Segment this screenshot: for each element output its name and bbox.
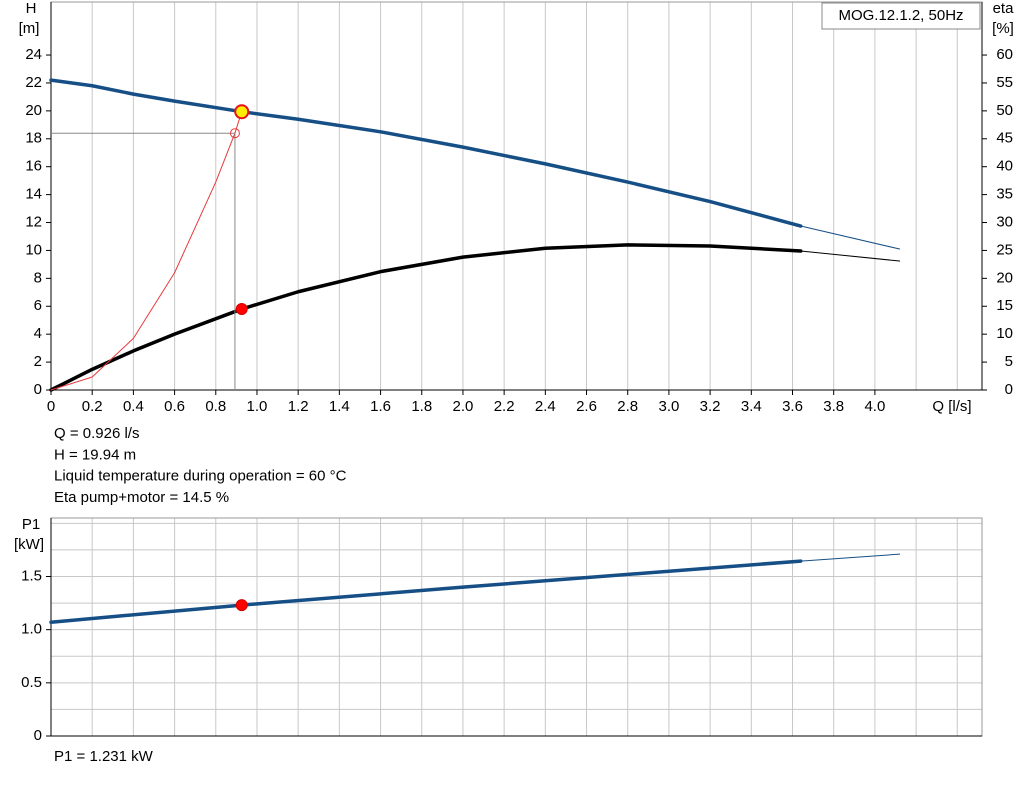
x-tick-label: 3.0: [658, 398, 679, 415]
x-tick-label: 1.0: [247, 398, 268, 415]
y-tick-label: 2: [34, 353, 42, 370]
plot-area: [51, 518, 982, 736]
y-tick-label: 14: [25, 186, 42, 203]
marker: [235, 599, 248, 612]
y-tick-label: 0: [34, 727, 42, 744]
marker: [235, 303, 248, 316]
y2-tick-label: 25: [996, 241, 1013, 258]
annotation: P1 = 1.231 kW: [54, 748, 154, 765]
y2-tick-label: 0: [1005, 381, 1013, 398]
x-tick-label: 1.4: [329, 398, 350, 415]
y-axis-unit: [m]: [19, 20, 40, 37]
y2-tick-label: 35: [996, 186, 1013, 203]
y2-axis-unit: [%]: [992, 20, 1014, 37]
chart-title: MOG.12.1.2, 50Hz: [838, 7, 963, 24]
y-tick-label: 4: [34, 325, 42, 342]
y2-tick-label: 50: [996, 102, 1013, 119]
y-tick-label: 1.5: [21, 567, 42, 584]
title-box: [821, 2, 981, 30]
curve: [49, 78, 803, 228]
annotation: Eta pump+motor = 14.5 %: [54, 489, 229, 506]
y-tick-label: 1.0: [21, 621, 42, 638]
curve: [49, 243, 803, 392]
y-tick-label: 0.5: [21, 674, 42, 691]
x-tick-label: 2.4: [535, 398, 556, 415]
y-tick-label: 10: [25, 241, 42, 258]
x-tick-label: 3.4: [741, 398, 762, 415]
y2-axis-label: eta: [993, 0, 1015, 17]
x-axis-label: Q [l/s]: [932, 398, 971, 415]
y-axis-label: P1: [22, 516, 40, 533]
x-tick-label: 1.2: [288, 398, 309, 415]
x-tick-label: 0.8: [205, 398, 226, 415]
x-tick-label: 3.2: [700, 398, 721, 415]
x-tick-label: 2.2: [494, 398, 515, 415]
curve: [800, 250, 901, 262]
y-tick-label: 20: [25, 102, 42, 119]
x-tick-label: 0.6: [164, 398, 185, 415]
plot-area: [51, 2, 982, 390]
annotation: Q = 0.926 l/s: [54, 425, 139, 442]
curve: [49, 559, 803, 624]
y2-tick-label: 20: [996, 269, 1013, 286]
x-tick-label: 4.0: [864, 398, 885, 415]
x-tick-label: 0.2: [82, 398, 103, 415]
x-tick-label: 0: [47, 398, 55, 415]
x-tick-label: 1.8: [411, 398, 432, 415]
y-axis-label: H: [26, 0, 37, 17]
x-tick-label: 2.0: [453, 398, 474, 415]
y-tick-label: 24: [25, 46, 42, 63]
y-tick-label: 12: [25, 213, 42, 230]
y2-tick-label: 5: [1005, 353, 1013, 370]
x-tick-label: 3.6: [782, 398, 803, 415]
x-tick-label: 1.6: [370, 398, 391, 415]
curve: [800, 553, 901, 562]
x-tick-label: 2.6: [576, 398, 597, 415]
x-tick-label: 2.8: [617, 398, 638, 415]
y2-tick-label: 45: [996, 130, 1013, 147]
marker: [229, 128, 240, 139]
marker: [234, 104, 250, 120]
x-tick-label: 0.4: [123, 398, 144, 415]
y-tick-label: 22: [25, 74, 42, 91]
y-tick-label: 0: [34, 381, 42, 398]
y2-tick-label: 30: [996, 213, 1013, 230]
curve: [800, 225, 901, 250]
y-tick-label: 6: [34, 297, 42, 314]
y2-tick-label: 10: [996, 325, 1013, 342]
y2-tick-label: 40: [996, 158, 1013, 175]
x-tick-label: 3.8: [823, 398, 844, 415]
annotation: H = 19.94 m: [54, 446, 136, 463]
y-tick-label: 8: [34, 269, 42, 286]
y-axis-unit: [kW]: [14, 536, 44, 553]
annotation: Liquid temperature during operation = 60…: [54, 468, 347, 485]
y-tick-label: 18: [25, 130, 42, 147]
y2-tick-label: 60: [996, 46, 1013, 63]
y2-tick-label: 15: [996, 297, 1013, 314]
y2-tick-label: 55: [996, 74, 1013, 91]
y-tick-label: 16: [25, 158, 42, 175]
